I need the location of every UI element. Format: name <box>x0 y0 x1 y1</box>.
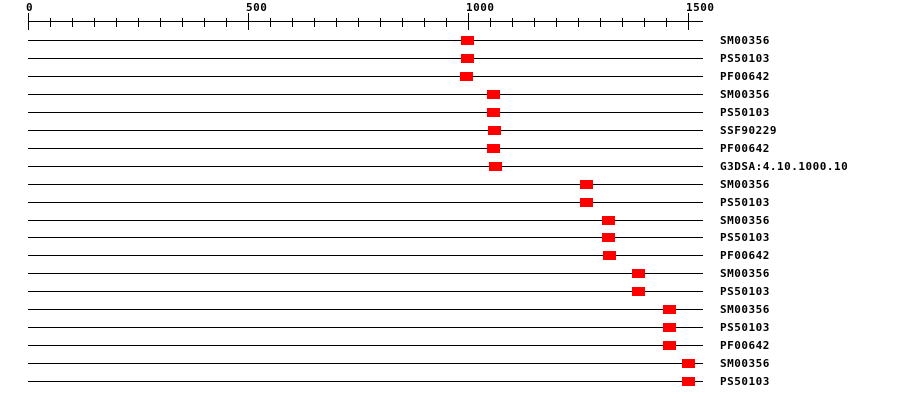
axis-tick-label: 500 <box>246 1 268 14</box>
domain-box <box>580 180 593 189</box>
domain-box <box>487 144 500 153</box>
feature-label: PF00642 <box>720 70 770 83</box>
domain-box <box>663 323 676 332</box>
domain-box <box>632 287 645 296</box>
feature-label: PS50103 <box>720 231 770 244</box>
domain-box <box>663 341 676 350</box>
axis-tick-minor <box>578 18 579 27</box>
feature-label: PF00642 <box>720 142 770 155</box>
axis-tick-minor <box>556 18 557 27</box>
axis-tick-minor <box>446 18 447 27</box>
feature-line <box>28 363 703 364</box>
feature-label: SSF90229 <box>720 124 777 137</box>
axis-tick-major <box>688 13 689 30</box>
axis-tick-minor <box>622 18 623 27</box>
axis-tick-minor <box>512 18 513 27</box>
domain-box <box>602 216 615 225</box>
ruler-line <box>28 21 703 22</box>
feature-line <box>28 40 703 41</box>
domain-box <box>461 54 474 63</box>
feature-line <box>28 309 703 310</box>
feature-label: PS50103 <box>720 52 770 65</box>
feature-label: SM00356 <box>720 357 770 370</box>
feature-line <box>28 148 703 149</box>
feature-label: PF00642 <box>720 339 770 352</box>
feature-label: SM00356 <box>720 88 770 101</box>
feature-line <box>28 166 703 167</box>
axis-tick-minor <box>402 18 403 27</box>
domain-box <box>603 251 616 260</box>
axis-tick-minor <box>600 18 601 27</box>
axis-tick-minor <box>490 18 491 27</box>
feature-line <box>28 202 703 203</box>
feature-label: SM00356 <box>720 267 770 280</box>
axis-tick-minor <box>358 18 359 27</box>
axis-tick-minor <box>424 18 425 27</box>
feature-label: G3DSA:4.10.1000.10 <box>720 160 849 173</box>
axis-tick-minor <box>94 18 95 27</box>
feature-line <box>28 237 703 238</box>
axis-tick-minor <box>292 18 293 27</box>
feature-line <box>28 184 703 185</box>
feature-line <box>28 255 703 256</box>
axis-tick-minor <box>204 18 205 27</box>
feature-label: PF00642 <box>720 249 770 262</box>
axis-tick-minor <box>380 18 381 27</box>
axis-tick-minor <box>116 18 117 27</box>
feature-line <box>28 273 703 274</box>
axis-tick-major <box>248 13 249 30</box>
axis-tick-minor <box>314 18 315 27</box>
axis-tick-minor <box>72 18 73 27</box>
axis-tick-minor <box>644 18 645 27</box>
feature-line <box>28 345 703 346</box>
axis-tick-label: 1000 <box>466 1 495 14</box>
axis-tick-minor <box>138 18 139 27</box>
domain-box <box>460 72 473 81</box>
axis-tick-minor <box>666 18 667 27</box>
feature-label: PS50103 <box>720 106 770 119</box>
axis-tick-minor <box>226 18 227 27</box>
feature-line <box>28 94 703 95</box>
axis-tick-major <box>28 13 29 30</box>
axis-tick-major <box>468 13 469 30</box>
domain-box <box>461 36 474 45</box>
feature-label: PS50103 <box>720 196 770 209</box>
axis-tick-label: 1500 <box>686 1 715 14</box>
axis-tick-minor <box>182 18 183 27</box>
feature-line <box>28 112 703 113</box>
domain-box <box>487 108 500 117</box>
axis-tick-minor <box>50 18 51 27</box>
domain-box <box>602 233 615 242</box>
feature-line <box>28 291 703 292</box>
domain-box <box>682 377 695 386</box>
axis-tick-minor <box>336 18 337 27</box>
feature-label: SM00356 <box>720 214 770 227</box>
feature-line <box>28 58 703 59</box>
domain-box <box>488 126 501 135</box>
feature-label: PS50103 <box>720 321 770 334</box>
axis-tick-minor <box>270 18 271 27</box>
feature-line <box>28 381 703 382</box>
domain-box <box>487 90 500 99</box>
domain-box <box>682 359 695 368</box>
domain-box <box>580 198 593 207</box>
feature-line <box>28 76 703 77</box>
axis-tick-minor <box>534 18 535 27</box>
feature-line <box>28 220 703 221</box>
feature-label: PS50103 <box>720 285 770 298</box>
feature-label: SM00356 <box>720 303 770 316</box>
feature-label: SM00356 <box>720 34 770 47</box>
domain-box <box>632 269 645 278</box>
feature-label: PS50103 <box>720 375 770 388</box>
axis-tick-label: 0 <box>26 1 34 14</box>
axis-tick-minor <box>160 18 161 27</box>
feature-line <box>28 327 703 328</box>
domain-box <box>489 162 502 171</box>
feature-label: SM00356 <box>720 178 770 191</box>
feature-line <box>28 130 703 131</box>
domain-box <box>663 305 676 314</box>
